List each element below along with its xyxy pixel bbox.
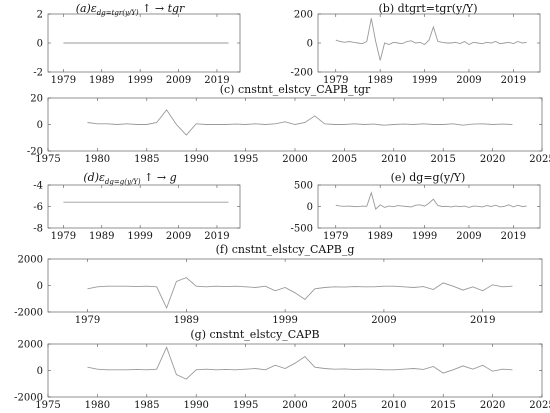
panel-b-xtick-label: 1979 — [323, 75, 348, 86]
panel-f-ytick-label: 0 — [37, 281, 43, 292]
panel-e-series-line — [335, 191, 527, 210]
panel-f-title: (f) cnstnt_elstcy_CAPB_g — [216, 243, 355, 256]
panel-a: (a)εdg=tgr(y/Y) ↑ → tgr 1979 1989 1999 2009… — [33, 2, 241, 86]
panel-f-ytick-label: 2000 — [18, 255, 43, 266]
panel-g-xtick-label: 2020 — [480, 400, 505, 411]
panel-g-xtick-label: 2015 — [430, 400, 455, 411]
panel-c-xtick-label: 2020 — [480, 154, 505, 165]
panel-b-xtick-label: 2009 — [456, 75, 481, 86]
panel-a-title: (a)εdg=tgr(y/Y) ↑ → tgr — [76, 2, 185, 17]
panel-g-xtick-label: 2010 — [381, 400, 406, 411]
panel-g-xtick-label: 2005 — [332, 400, 357, 411]
panel-e-title: (e) dg=g(y/Y) — [391, 171, 466, 184]
panel-e-xtick-label: 1979 — [323, 231, 348, 242]
panel-c-series-line — [87, 109, 513, 136]
panel-c-xtick-label: 2010 — [381, 154, 406, 165]
panel-g-ytick-label: 0 — [37, 366, 43, 377]
panel-a-xtick-label: 2019 — [204, 75, 229, 86]
panel-g-xtick-label: 2000 — [282, 400, 307, 411]
panel-b-series-line — [335, 18, 527, 61]
panel-b: (b) dtgrt=tgr(y/Y) 1979 1989 1999 2009 2019 2… — [291, 2, 541, 86]
panel-c-xtick-label: 2005 — [332, 154, 357, 165]
panel-e-ytick-label: 500 — [294, 181, 313, 192]
panel-b-xtick-label: 1999 — [412, 75, 437, 86]
panel-c-ytick-label: 20 — [30, 94, 43, 105]
panel-c-xtick-label: 1995 — [233, 154, 258, 165]
panel-a-ytick-label: 2 — [37, 10, 43, 21]
panel-b-ytick-label: -200 — [291, 68, 313, 79]
panel-c-xtick-label: 2015 — [430, 154, 455, 165]
panel-b-xtick-label: 2019 — [501, 75, 526, 86]
panel-d-frame — [47, 184, 241, 229]
panel-b-ytick-label: 0 — [307, 39, 313, 50]
panel-e-xtick-label: 1989 — [367, 231, 392, 242]
panel-g-xtick-label: 1995 — [233, 400, 258, 411]
panel-f-xtick-label: 1979 — [75, 315, 100, 326]
panel-g: (g) cnstnt_elstcy_CAPB 1975 1980 1985 1990 1… — [14, 328, 550, 411]
panel-e-xtick-label: 1999 — [412, 231, 437, 242]
panel-c: (c) cnstnt_elstcy_CAPB_tgr 1975 1980 1985 1… — [27, 83, 550, 165]
panel-g-frame — [47, 343, 543, 398]
panel-d-xtick-label: 1989 — [89, 231, 114, 242]
panel-d-ytick-label: -8 — [33, 224, 43, 235]
panel-c-xtick-label: 2025 — [529, 154, 550, 165]
panel-d-title-sub: dg=g(y/Y) — [105, 178, 141, 186]
panel-d-xtick-label: 1979 — [51, 231, 76, 242]
panel-c-xtick-label: 2000 — [282, 154, 307, 165]
panel-b-xtick-label: 1989 — [367, 75, 392, 86]
panel-c-xtick-label: 1990 — [183, 154, 208, 165]
panel-f-xtick-label: 1999 — [272, 315, 297, 326]
panel-a-ytick-label: -2 — [33, 68, 43, 79]
panel-f: (f) cnstnt_elstcy_CAPB_g 1979 1989 1999 200… — [14, 243, 543, 326]
panel-d-ytick-label: -6 — [33, 202, 43, 213]
panel-c-ytick-label: -20 — [27, 147, 43, 158]
panel-a-xtick-label: 1989 — [89, 75, 114, 86]
panel-d-xtick-label: 2019 — [204, 231, 229, 242]
panel-e-xtick-label: 2019 — [501, 231, 526, 242]
panel-g-xtick-label: 1980 — [85, 400, 110, 411]
panel-e-ytick-label: 0 — [307, 202, 313, 213]
panel-g-xtick-label: 1975 — [35, 400, 60, 411]
panel-a-xtick-label: 1979 — [51, 75, 76, 86]
panel-d-ytick-label: -4 — [33, 181, 43, 192]
panel-g-title: (g) cnstnt_elstcy_CAPB — [190, 328, 319, 341]
panel-f-series-line — [87, 277, 513, 310]
panel-d-xtick-label: 2009 — [166, 231, 191, 242]
panel-f-xtick-label: 2019 — [470, 315, 495, 326]
panel-e: (e) dg=g(y/Y) 1979 1989 1999 2009 2019 500 0 -5… — [291, 171, 541, 242]
panel-c-ytick-label: 0 — [37, 120, 43, 131]
panel-f-frame — [47, 258, 543, 313]
panel-c-xtick-label: 1980 — [85, 154, 110, 165]
panel-e-ytick-label: -500 — [291, 224, 313, 235]
panel-c-xtick-label: 1985 — [134, 154, 159, 165]
panel-b-ytick-label: 200 — [294, 10, 313, 21]
panel-f-ytick-label: -2000 — [14, 308, 43, 319]
panel-a-xtick-label: 2009 — [166, 75, 191, 86]
panel-g-ytick-label: -2000 — [14, 393, 43, 404]
panel-d-xtick-label: 1999 — [127, 231, 152, 242]
panel-a-ytick-label: 0 — [37, 39, 43, 50]
panel-c-xtick-label: 1975 — [35, 154, 60, 165]
panel-f-xtick-label: 1989 — [174, 315, 199, 326]
panel-d-title: (d)εdg=g(y/Y) ↑ → g — [83, 171, 176, 186]
panel-a-xtick-label: 1999 — [127, 75, 152, 86]
panel-g-xtick-label: 1990 — [183, 400, 208, 411]
panel-f-xtick-label: 2009 — [371, 315, 396, 326]
panel-b-title: (b) dtgrt=tgr(y/Y) — [378, 2, 477, 15]
panel-a-title-sub: dg=tgr(y/Y) — [97, 9, 139, 17]
panel-g-series-line — [87, 346, 513, 380]
panel-g-xtick-label: 2025 — [529, 400, 550, 411]
panel-g-xtick-label: 1985 — [134, 400, 159, 411]
panel-e-xtick-label: 2009 — [456, 231, 481, 242]
panel-c-title: (c) cnstnt_elstcy_CAPB_tgr — [220, 83, 371, 96]
panel-g-ytick-label: 2000 — [18, 340, 43, 351]
panel-d: (d)εdg=g(y/Y) ↑ → g 1979 1989 1999 2009 2019… — [33, 171, 241, 242]
